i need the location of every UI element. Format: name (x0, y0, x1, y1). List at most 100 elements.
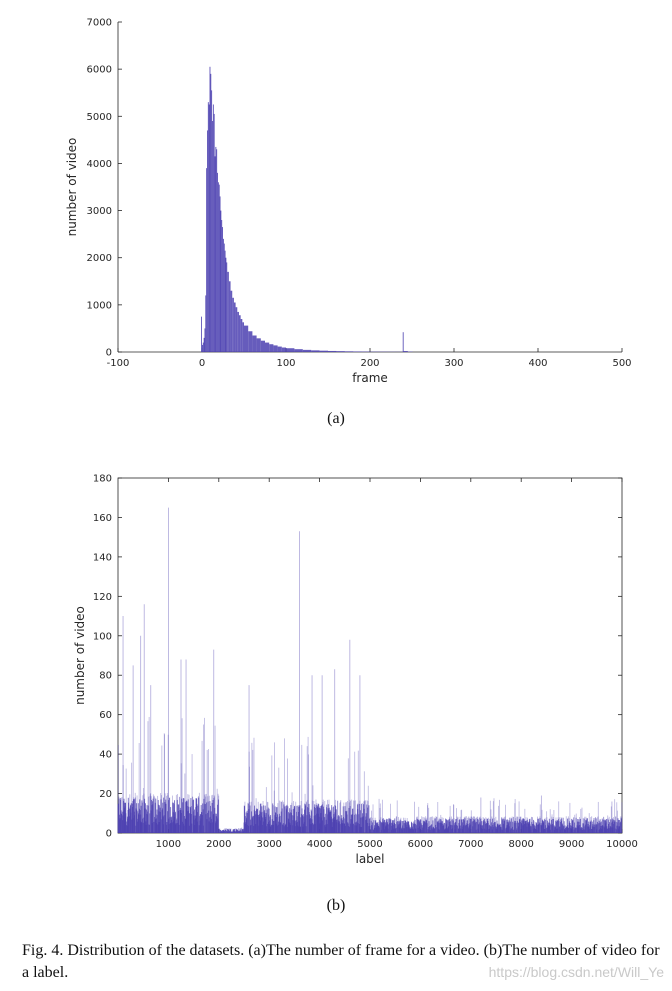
histogram-bar (328, 350, 337, 352)
histogram-bar (218, 184, 220, 352)
x-axis-label: frame (352, 371, 388, 385)
histogram-bar (215, 146, 217, 352)
histogram-bar (233, 302, 236, 352)
histogram-bar (226, 262, 228, 352)
histogram-bar (228, 281, 231, 352)
histogram-bar (232, 297, 234, 352)
y-tick-label: 0 (106, 348, 112, 359)
plot-frame (117, 477, 623, 834)
histogram-bar (210, 73, 212, 352)
x-tick-label: 500 (612, 358, 631, 369)
x-tick-label: 4000 (307, 839, 332, 850)
histogram-bar (225, 257, 227, 352)
histogram-bar (256, 338, 261, 352)
y-tick-label: 4000 (87, 159, 112, 170)
x-tick-label: 400 (528, 358, 547, 369)
histogram-bar (260, 340, 265, 352)
histogram-bar (273, 345, 278, 352)
histogram-bar (207, 102, 209, 353)
histogram-bar (213, 113, 215, 352)
histogram-bar (248, 331, 253, 352)
figure-caption: Fig. 4. Distribution of the datasets. (a… (22, 942, 660, 981)
x-tick-label: 1000 (156, 839, 181, 850)
histogram-bar (212, 104, 214, 352)
y-tick-label: 160 (93, 513, 112, 524)
histogram-bar (205, 295, 207, 352)
histogram-bar (302, 349, 312, 352)
histogram-bars (201, 66, 413, 353)
histogram-bar (203, 337, 205, 352)
x-tick-label: 6000 (408, 839, 433, 850)
histogram-bar (277, 346, 282, 352)
histogram-bar (402, 332, 404, 352)
histogram-bar (244, 325, 249, 352)
y-tick-label: 60 (99, 710, 112, 721)
histogram-bar (208, 104, 210, 352)
label-bars (117, 507, 623, 833)
x-tick-label: 10000 (606, 839, 638, 850)
y-tick-label: 0 (106, 829, 112, 840)
x-tick-label: 200 (360, 358, 379, 369)
x-axis-label: label (355, 852, 384, 866)
histogram-bar (336, 351, 345, 352)
y-tick-label: 3000 (87, 206, 112, 217)
subcaption-b: (b) (326, 897, 346, 914)
x-tick-label: 2000 (206, 839, 231, 850)
subcaption-a: (a) (327, 410, 345, 427)
histogram-bar (237, 311, 239, 352)
y-tick-label: 140 (93, 552, 112, 563)
x-tick-label: 8000 (508, 839, 533, 850)
histogram-bar (281, 347, 286, 352)
x-tick-label: 5000 (357, 839, 382, 850)
histogram-bar (201, 316, 202, 352)
histogram-bar (344, 351, 354, 352)
y-tick-label: 5000 (87, 112, 112, 123)
y-tick-label: 20 (99, 789, 112, 800)
y-tick-label: 180 (93, 474, 112, 485)
histogram-bar (252, 335, 257, 352)
histogram-bar (403, 351, 408, 352)
y-tick-label: 2000 (87, 253, 112, 264)
histogram-bar (224, 250, 226, 352)
histogram-bar (211, 90, 213, 352)
y-tick-label: 100 (93, 631, 112, 642)
y-axis-label: number of video (73, 606, 87, 705)
watermark: https://blog.csdn.net/Will_Ye (488, 964, 664, 980)
y-tick-label: 120 (93, 592, 112, 603)
histogram-bar (269, 344, 274, 352)
x-tick-label: 7000 (458, 839, 483, 850)
x-tick-label: 3000 (256, 839, 281, 850)
y-axis-label: number of video (65, 138, 79, 237)
histogram-bar (223, 243, 225, 352)
histogram-bar (238, 315, 241, 352)
histogram-bar (319, 350, 328, 352)
x-tick-label: -100 (107, 358, 130, 369)
histogram-bar (206, 168, 208, 352)
histogram-bar (294, 349, 303, 352)
histogram-bar (212, 121, 213, 352)
histogram-bar (223, 238, 224, 352)
histogram-bar (242, 322, 244, 352)
histogram-bar (227, 271, 229, 352)
x-tick-label: 0 (199, 358, 205, 369)
histogram-bar (235, 307, 238, 352)
x-tick-label: 300 (444, 358, 463, 369)
histogram-bar (311, 350, 320, 352)
y-tick-label: 6000 (87, 65, 112, 76)
histogram-bar (240, 319, 243, 352)
histogram-bar (222, 227, 223, 352)
y-tick-label: 7000 (87, 18, 112, 29)
histogram-bar (214, 156, 216, 352)
y-tick-label: 80 (99, 671, 112, 682)
chart-b-label-distribution: 1000 2000 3000 4000 5000 6000 7000 8000 9000 1000… (73, 474, 638, 867)
histogram-bar (207, 130, 208, 352)
histogram-bar (216, 149, 218, 352)
histogram-bar (230, 290, 233, 352)
histogram-bar (220, 210, 222, 352)
x-tick-label: 100 (276, 358, 295, 369)
histogram-bar (265, 342, 270, 352)
histogram-bar (217, 172, 218, 352)
y-tick-label: 40 (99, 750, 112, 761)
histogram-bar (202, 344, 203, 352)
histogram-bar (353, 351, 362, 352)
